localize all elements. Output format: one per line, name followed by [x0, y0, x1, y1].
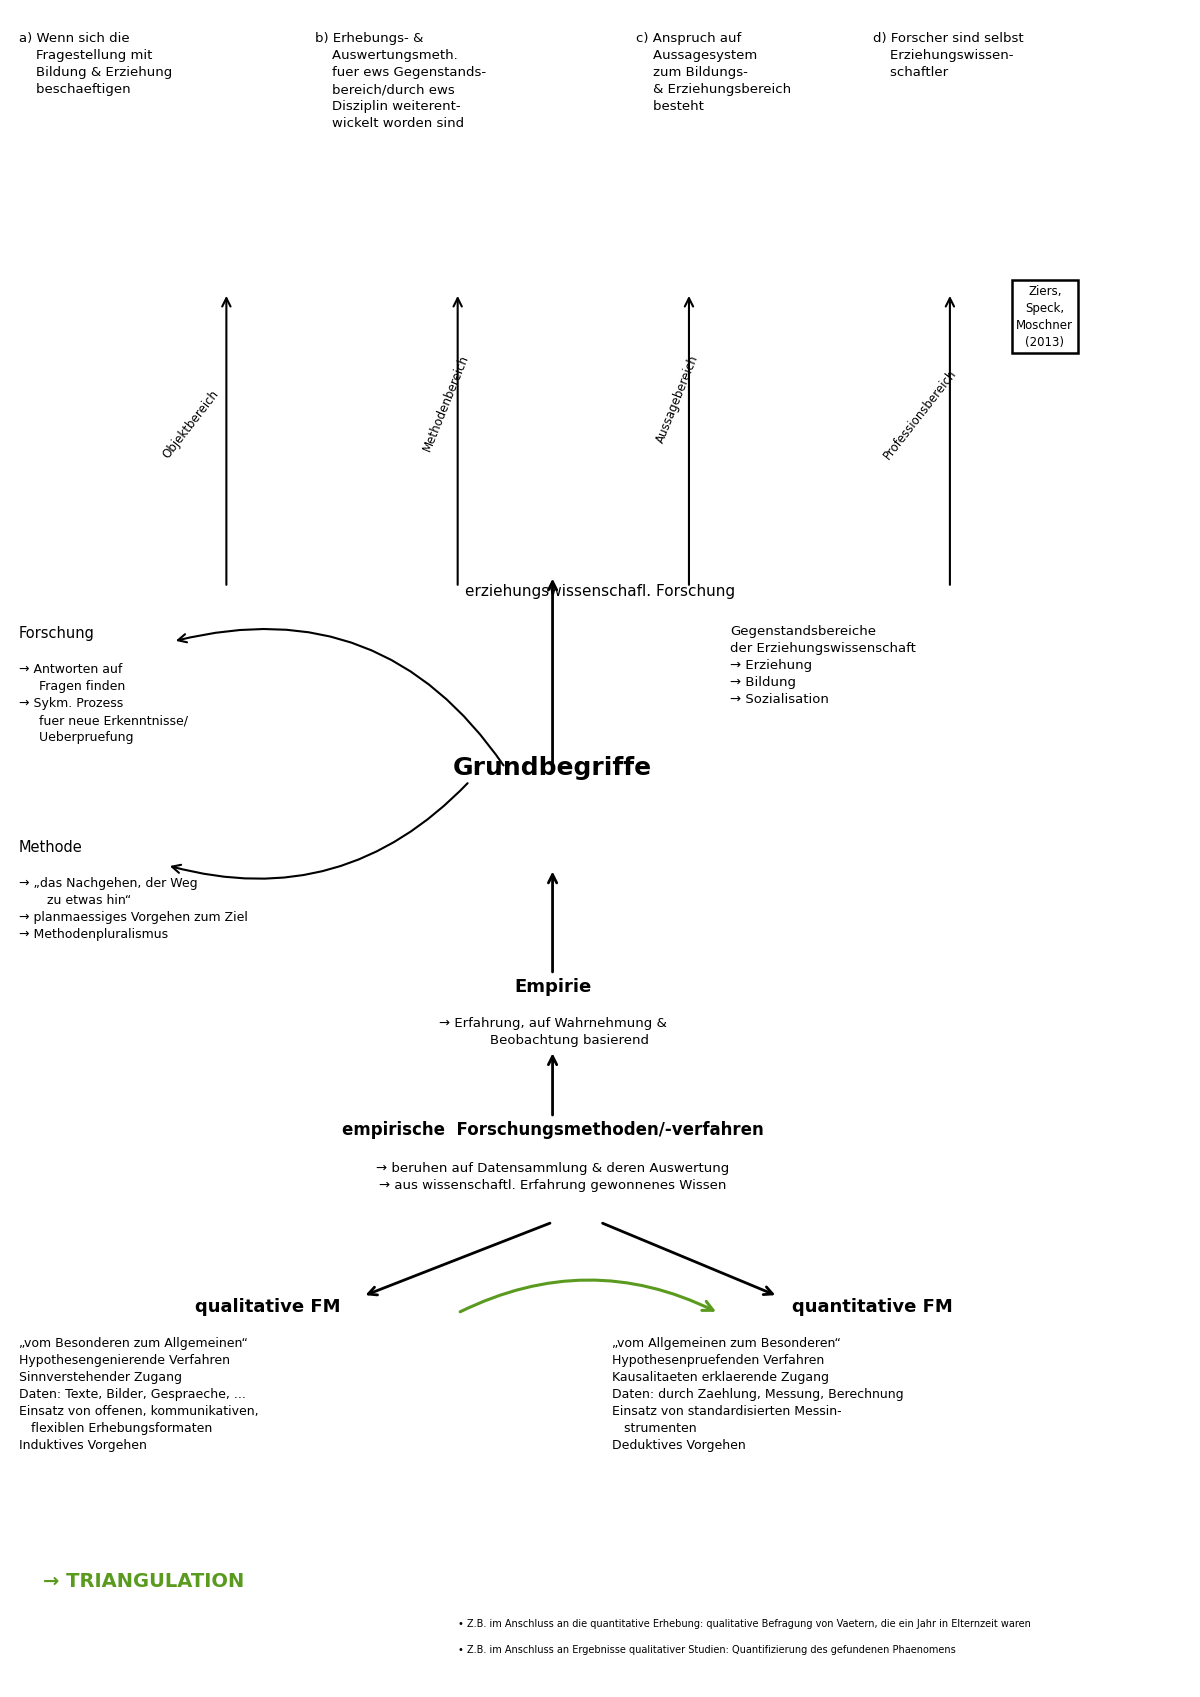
Text: Methode: Methode	[19, 840, 83, 855]
Text: Grundbegriffe: Grundbegriffe	[452, 755, 652, 781]
Text: Empirie: Empirie	[514, 977, 592, 996]
Text: → „das Nachgehen, der Weg
       zu etwas hin“
→ planmaessiges Vorgehen zum Ziel: → „das Nachgehen, der Weg zu etwas hin“ …	[19, 877, 247, 942]
Text: → Antworten auf
     Fragen finden
→ Sykm. Prozess
     fuer neue Erkenntnisse/
: → Antworten auf Fragen finden → Sykm. Pr…	[19, 664, 188, 745]
Text: „vom Besonderen zum Allgemeinen“
Hypothesengenierende Verfahren
Sinnverstehender: „vom Besonderen zum Allgemeinen“ Hypothe…	[19, 1337, 258, 1451]
Text: Professionsbereich: Professionsbereich	[881, 367, 959, 462]
Text: • Z.B. im Anschluss an Ergebnisse qualitativer Studien: Quantifizierung des gefu: • Z.B. im Anschluss an Ergebnisse qualit…	[457, 1644, 955, 1655]
Text: → beruhen auf Datensammlung & deren Auswertung
→ aus wissenschaftl. Erfahrung ge: → beruhen auf Datensammlung & deren Ausw…	[376, 1161, 730, 1191]
Text: a) Wenn sich die
    Fragestellung mit
    Bildung & Erziehung
    beschaeftigen: a) Wenn sich die Fragestellung mit Bildu…	[19, 32, 172, 97]
Text: c) Anspruch auf
    Aussagesystem
    zum Bildungs-
    & Erziehungsbereich
    : c) Anspruch auf Aussagesystem zum Bildun…	[636, 32, 791, 114]
Text: Objektbereich: Objektbereich	[160, 389, 222, 462]
Text: qualitative FM: qualitative FM	[196, 1298, 341, 1315]
Text: Ziers,
Speck,
Moschner
(2013): Ziers, Speck, Moschner (2013)	[1016, 285, 1073, 348]
Text: d) Forscher sind selbst
    Erziehungswissen-
    schaftler: d) Forscher sind selbst Erziehungswissen…	[872, 32, 1024, 80]
Text: Methodenbereich: Methodenbereich	[420, 353, 472, 453]
Text: Forschung: Forschung	[19, 626, 95, 641]
Text: „vom Allgemeinen zum Besonderen“
Hypothesenpruefenden Verfahren
Kausalitaeten er: „vom Allgemeinen zum Besonderen“ Hypothe…	[612, 1337, 904, 1451]
Text: quantitative FM: quantitative FM	[792, 1298, 953, 1315]
Text: empirische  Forschungsmethoden/-verfahren: empirische Forschungsmethoden/-verfahren	[342, 1122, 763, 1139]
Text: Aussagebereich: Aussagebereich	[654, 353, 701, 445]
Text: → TRIANGULATION: → TRIANGULATION	[42, 1571, 244, 1592]
Text: • Z.B. im Anschluss an die quantitative Erhebung: qualitative Befragung von Vaet: • Z.B. im Anschluss an die quantitative …	[457, 1619, 1031, 1629]
Text: b) Erhebungs- &
    Auswertungsmeth.
    fuer ews Gegenstands-
    bereich/durch: b) Erhebungs- & Auswertungsmeth. fuer ew…	[316, 32, 486, 131]
Text: Gegenstandsbereiche
der Erziehungswissenschaft
→ Erziehung
→ Bildung
→ Sozialisa: Gegenstandsbereiche der Erziehungswissen…	[731, 624, 917, 706]
Text: erziehungswissenschafl. Forschung: erziehungswissenschafl. Forschung	[464, 584, 736, 599]
Text: → Erfahrung, auf Wahrnehmung &
        Beobachtung basierend: → Erfahrung, auf Wahrnehmung & Beobachtu…	[439, 1017, 666, 1047]
